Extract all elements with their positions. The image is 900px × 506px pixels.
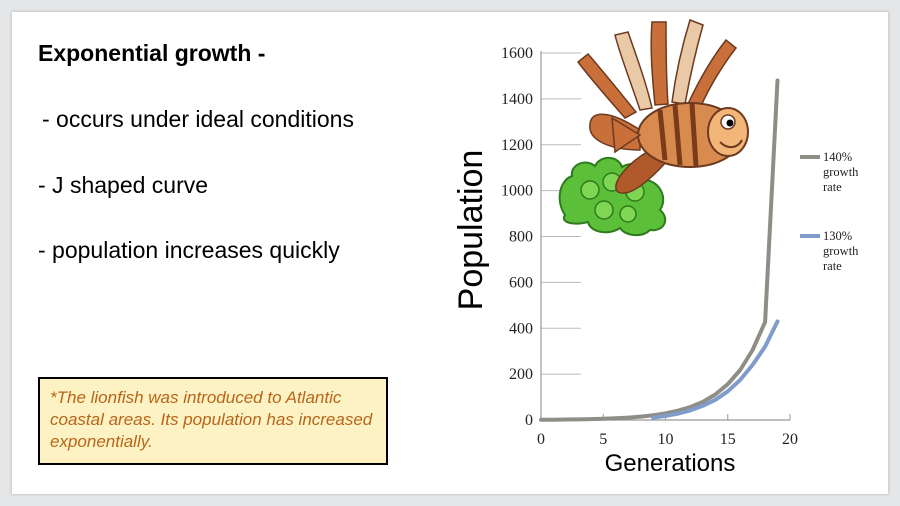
- x-tick-label: 5: [599, 431, 607, 448]
- bullet-increases-quickly: - population increases quickly: [38, 237, 340, 263]
- legend-label: growth: [823, 165, 859, 179]
- y-axis-title: Population: [452, 150, 490, 311]
- y-tick-label: 800: [509, 229, 533, 246]
- x-tick-label: 10: [658, 431, 674, 448]
- y-tick-label: 1200: [501, 137, 533, 154]
- y-tick-label: 600: [509, 274, 533, 291]
- y-tick-label: 0: [525, 412, 533, 429]
- y-tick-label: 1000: [501, 183, 533, 200]
- slide: Exponential growth - - occurs under idea…: [12, 12, 888, 494]
- series-line-140: [539, 78, 780, 422]
- series-line-130: [651, 319, 780, 420]
- legend-label: growth: [823, 244, 859, 258]
- legend-label: rate: [823, 259, 842, 273]
- tick-labels: 0 200 400 600 800 1000 1200 1400 1600 0 5 10 15 20: [501, 45, 798, 448]
- legend-label: 130%: [823, 229, 852, 243]
- lionfish-icon: [576, 19, 749, 194]
- y-tick-label: 1400: [501, 91, 533, 108]
- series-lines: [539, 78, 780, 422]
- y-tick-label: 200: [509, 366, 533, 383]
- slide-heading: Exponential growth -: [38, 40, 266, 66]
- x-tick-label: 20: [782, 431, 798, 448]
- bullet-j-curve: - J shaped curve: [38, 172, 209, 198]
- x-axis-title: Generations: [605, 450, 736, 477]
- lionfish-note: *The lionfish was introduced to Atlantic…: [38, 377, 388, 465]
- x-tick-label: 0: [537, 431, 545, 448]
- legend-label: rate: [823, 180, 842, 194]
- y-tick-label: 400: [509, 320, 533, 337]
- x-tick-label: 15: [720, 431, 736, 448]
- legend-label: 140%: [823, 150, 852, 164]
- bullet-ideal-conditions: - occurs under ideal conditions: [42, 106, 354, 132]
- y-tick-label: 1600: [501, 45, 533, 62]
